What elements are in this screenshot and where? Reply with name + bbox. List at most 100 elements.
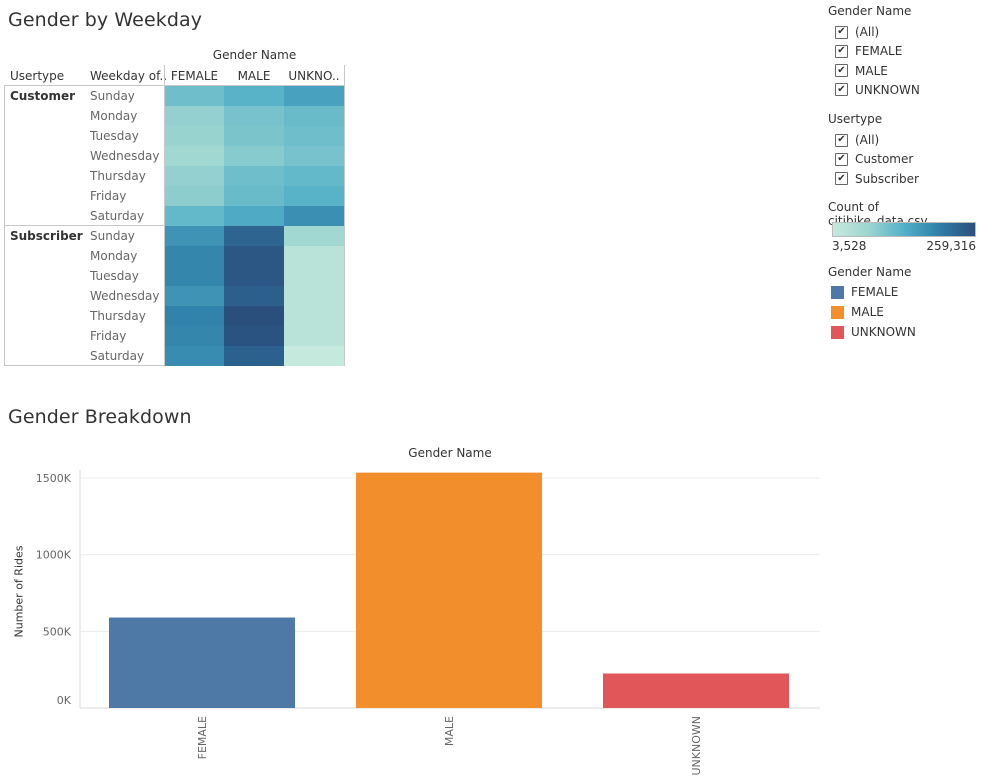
legend-label: MALE <box>851 305 884 319</box>
heatmap-cell-customer-wednesday-unkno[interactable] <box>284 146 344 166</box>
heatmap-cell-customer-sunday-female[interactable] <box>165 86 224 106</box>
legend-item-male[interactable]: MALE <box>831 305 884 319</box>
heatmap-cell-subscriber-friday-male[interactable] <box>224 326 284 346</box>
day-label-customer-thursday: Thursday <box>90 169 146 183</box>
heatmap-cell-customer-friday-female[interactable] <box>165 186 224 206</box>
heatmap-cell-customer-monday-female[interactable] <box>165 106 224 126</box>
day-label-customer-saturday: Saturday <box>90 209 145 223</box>
heatmap-cell-subscriber-wednesday-female[interactable] <box>165 286 224 306</box>
day-label-customer-tuesday: Tuesday <box>90 129 139 143</box>
row-header-usertype: Usertype <box>10 69 65 83</box>
bar-male[interactable] <box>356 472 542 708</box>
day-label-subscriber-saturday: Saturday <box>90 349 145 363</box>
usertype-filter-option-subscriber[interactable]: ✔ Subscriber <box>835 172 919 186</box>
day-label-subscriber-sunday: Sunday <box>90 229 135 243</box>
y-tick-label: 0K <box>57 694 72 707</box>
column-header-unknown: UNKNO.. <box>288 69 340 83</box>
gender-filter-title: Gender Name <box>828 4 912 18</box>
gender-filter-option-label: MALE <box>855 63 888 78</box>
heatmap-cell-subscriber-tuesday-unkno[interactable] <box>284 266 344 286</box>
heatmap-cell-subscriber-sunday-unkno[interactable] <box>284 226 344 246</box>
heatmap-cell-subscriber-sunday-male[interactable] <box>224 226 284 246</box>
color-legend-min: 3,528 <box>832 239 867 253</box>
legend-item-female[interactable]: FEMALE <box>831 285 898 299</box>
heatmap-cell-customer-friday-unkno[interactable] <box>284 186 344 206</box>
day-label-customer-monday: Monday <box>90 109 138 123</box>
day-label-subscriber-wednesday: Wednesday <box>90 289 160 303</box>
heatmap-cell-customer-wednesday-male[interactable] <box>224 146 284 166</box>
checkbox-icon[interactable]: ✔ <box>835 152 848 166</box>
heatmap-cell-subscriber-tuesday-male[interactable] <box>224 266 284 286</box>
heatmap-cell-customer-saturday-unkno[interactable] <box>284 206 344 226</box>
heatmap-cell-subscriber-monday-male[interactable] <box>224 246 284 266</box>
legend-item-unknown[interactable]: UNKNOWN <box>831 325 916 339</box>
heatmap-right-border <box>344 65 345 366</box>
color-legend-max: 259,316 <box>926 239 976 253</box>
heatmap-cell-subscriber-wednesday-unkno[interactable] <box>284 286 344 306</box>
heatmap-cell-subscriber-thursday-female[interactable] <box>165 306 224 326</box>
checkbox-icon[interactable]: ✔ <box>835 83 848 97</box>
checkbox-icon[interactable]: ✔ <box>835 25 848 39</box>
heatmap-cell-customer-wednesday-female[interactable] <box>165 146 224 166</box>
heatmap-cell-customer-monday-unkno[interactable] <box>284 106 344 126</box>
x-tick-label-unknown: UNKNOWN <box>690 716 703 776</box>
heatmap-cell-customer-friday-male[interactable] <box>224 186 284 206</box>
heatmap-cell-subscriber-monday-unkno[interactable] <box>284 246 344 266</box>
heatmap-cell-customer-monday-male[interactable] <box>224 106 284 126</box>
heatmap-title: Gender by Weekday <box>8 9 203 31</box>
y-tick-label: 1000K <box>36 549 72 562</box>
legend-swatch <box>831 285 844 299</box>
heatmap-cell-customer-sunday-unkno[interactable] <box>284 86 344 106</box>
day-label-subscriber-friday: Friday <box>90 329 127 343</box>
heatmap-header-divider <box>4 85 344 86</box>
heatmap-cell-customer-thursday-male[interactable] <box>224 166 284 186</box>
bar-female[interactable] <box>109 617 295 708</box>
heatmap-cell-subscriber-thursday-male[interactable] <box>224 306 284 326</box>
y-tick-label: 500K <box>43 625 72 638</box>
heatmap-cell-customer-tuesday-female[interactable] <box>165 126 224 146</box>
row-header-weekday: Weekday of.. <box>90 69 168 83</box>
column-header-female: FEMALE <box>170 69 219 83</box>
usertype-filter-option-customer[interactable]: ✔ Customer <box>835 152 913 166</box>
usertype-filter-option-all[interactable]: ✔ (All) <box>835 133 879 147</box>
heatmap-cell-customer-tuesday-male[interactable] <box>224 126 284 146</box>
heatmap-cell-subscriber-saturday-female[interactable] <box>165 346 224 366</box>
heatmap-cell-subscriber-friday-female[interactable] <box>165 326 224 346</box>
heatmap-cell-subscriber-wednesday-male[interactable] <box>224 286 284 306</box>
heatmap-cell-customer-thursday-female[interactable] <box>165 166 224 186</box>
gender-filter-option-male[interactable]: ✔ MALE <box>835 64 888 78</box>
checkbox-icon[interactable]: ✔ <box>835 133 848 147</box>
heatmap-cell-subscriber-monday-female[interactable] <box>165 246 224 266</box>
gender-filter-option-all[interactable]: ✔ (All) <box>835 25 879 39</box>
heatmap-cell-subscriber-thursday-unkno[interactable] <box>284 306 344 326</box>
heatmap-cell-subscriber-sunday-female[interactable] <box>165 226 224 246</box>
gender-legend-title: Gender Name <box>828 265 912 279</box>
heatmap-cell-subscriber-friday-unkno[interactable] <box>284 326 344 346</box>
heatmap-cell-customer-thursday-unkno[interactable] <box>284 166 344 186</box>
gender-filter-option-label: FEMALE <box>855 44 903 59</box>
gender-filter-option-unknown[interactable]: ✔ UNKNOWN <box>835 83 920 97</box>
heatmap-cell-customer-sunday-male[interactable] <box>224 86 284 106</box>
heatmap-cell-subscriber-tuesday-female[interactable] <box>165 266 224 286</box>
bar-chart-title: Gender Breakdown <box>8 406 192 428</box>
legend-swatch <box>831 305 844 319</box>
legend-swatch <box>831 325 844 339</box>
gender-filter-option-label: (All) <box>855 25 880 39</box>
day-label-customer-wednesday: Wednesday <box>90 149 160 163</box>
bar-unknown[interactable] <box>603 673 789 709</box>
legend-label: FEMALE <box>851 285 899 299</box>
heatmap-cell-customer-tuesday-unkno[interactable] <box>284 126 344 146</box>
heatmap-cell-customer-saturday-female[interactable] <box>165 206 224 226</box>
checkbox-icon[interactable]: ✔ <box>835 172 848 186</box>
heatmap-cell-subscriber-saturday-male[interactable] <box>224 346 284 366</box>
gender-filter-option-female[interactable]: ✔ FEMALE <box>835 44 902 58</box>
day-label-customer-friday: Friday <box>90 189 127 203</box>
color-legend-gradient <box>832 222 976 237</box>
usertype-filter-option-label: Subscriber <box>855 171 919 186</box>
heatmap-cell-subscriber-saturday-unkno[interactable] <box>284 346 344 366</box>
checkbox-icon[interactable]: ✔ <box>835 64 848 78</box>
heatmap-cell-customer-saturday-male[interactable] <box>224 206 284 226</box>
checkbox-icon[interactable]: ✔ <box>835 44 848 58</box>
heatmap-column-group-header: Gender Name <box>212 48 297 62</box>
bar-chart: FEMALE MALE UNKNOWN 1500K 1000K 500K 0K <box>36 470 820 776</box>
